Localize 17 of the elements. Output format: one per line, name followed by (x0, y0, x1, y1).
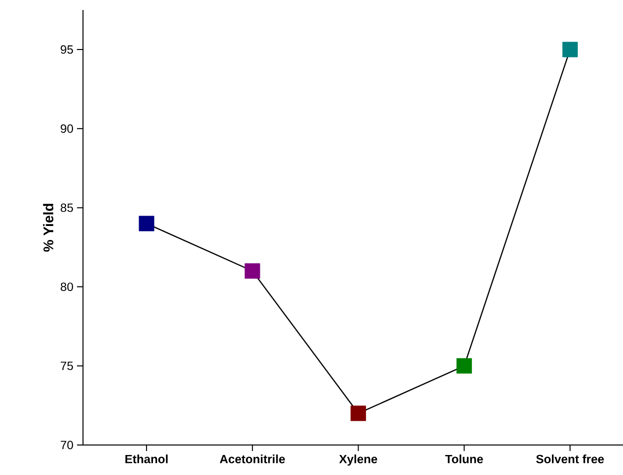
x-tick-label: Acetonitrile (220, 454, 285, 464)
point (562, 42, 578, 58)
point (244, 263, 260, 279)
y-axis-title: % Yield (43, 204, 54, 252)
y-tick-label: 90 (60, 124, 74, 133)
y-tick-label: 75 (60, 362, 73, 370)
point (138, 216, 154, 232)
y-tick-label: 95 (60, 45, 73, 54)
x-tick-label: Solvent free (536, 454, 604, 464)
x-tick-label: Xylene (339, 454, 378, 466)
point (350, 406, 366, 422)
y-tick-label: 80 (60, 282, 74, 292)
y-tick-label: 70 (60, 440, 74, 450)
point (456, 358, 472, 374)
x-tick-label: Ethanol (125, 454, 168, 464)
x-tick-label: Tolune (445, 454, 483, 464)
y-tick-label: 85 (60, 203, 73, 212)
